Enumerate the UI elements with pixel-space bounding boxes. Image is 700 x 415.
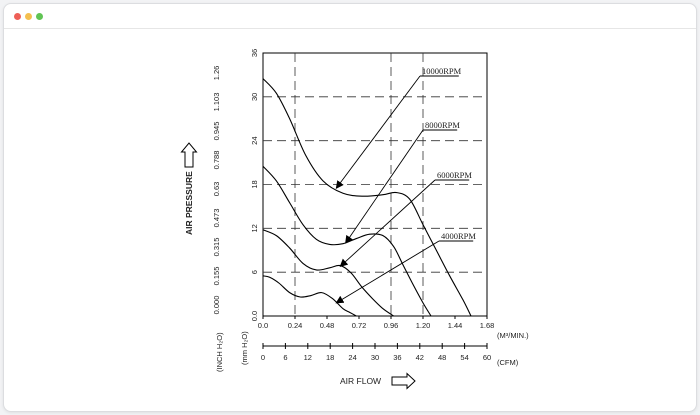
y-tick-label: 18 [250, 180, 259, 188]
y-tick-label-inch: 0.788 [212, 151, 221, 170]
y-tick-label: 24 [250, 136, 259, 144]
x-axis-label: AIR FLOW [340, 376, 381, 386]
y-tick-label-inch: 0.155 [212, 267, 221, 286]
x-tick-label: 0.24 [288, 321, 303, 330]
series-label-10000rpm: 10000RPM [422, 66, 462, 76]
cfm-tick-label: 54 [460, 353, 468, 362]
x-tick-label: 1.68 [480, 321, 495, 330]
cfm-tick-label: 0 [261, 353, 265, 362]
series-label-4000rpm: 4000RPM [441, 231, 476, 241]
y-tick-label-inch: 1.103 [212, 93, 221, 112]
y-tick-label: 6 [250, 270, 259, 274]
x-tick-label: 0.0 [258, 321, 268, 330]
pointer-arrow [335, 75, 421, 189]
cfm-tick-label: 18 [326, 353, 334, 362]
y-tick-label-inch: 0.000 [212, 296, 221, 315]
pointer-arrow [345, 129, 424, 244]
browser-window [3, 3, 697, 412]
y-unit-mmh2o: (mm H₂O) [240, 331, 249, 365]
x-tick-label: 0.72 [352, 321, 367, 330]
y-tick-label-inch: 0.473 [212, 209, 221, 228]
x-tick-label: 1.44 [448, 321, 463, 330]
x-unit-m3min: (M³/MIN.) [497, 331, 529, 340]
cfm-tick-label: 42 [416, 353, 424, 362]
x-tick-label: 1.20 [416, 321, 431, 330]
pointer-arrow [335, 240, 440, 304]
cfm-tick-label: 60 [483, 353, 491, 362]
y-tick-label-inch: 0.945 [212, 122, 221, 141]
minimize-window-icon[interactable] [25, 13, 32, 20]
y-tick-label-inch: 1.26 [212, 66, 221, 81]
series-line-10000rpm [262, 78, 472, 317]
series-label-8000rpm: 8000RPM [425, 120, 460, 130]
y-tick-label: 0.0 [250, 311, 259, 321]
y-tick-label: 36 [250, 49, 259, 57]
y-axis-label: AIR PRESSURE [184, 171, 194, 235]
y-tick-label-inch: 0.63 [212, 182, 221, 197]
x-tick-label: 0.96 [384, 321, 399, 330]
y-unit-inchh2o: (INCH H₂O) [215, 332, 224, 372]
y-tick-label-inch: 0.315 [212, 238, 221, 257]
x-tick-label: 0.48 [320, 321, 335, 330]
cfm-tick-label: 48 [438, 353, 446, 362]
x-unit-cfm: (CFM) [497, 358, 519, 367]
y-tick-label: 12 [250, 224, 259, 232]
title-bar [4, 4, 696, 29]
series-label-6000rpm: 6000RPM [437, 170, 472, 180]
pointer-arrow [339, 179, 436, 267]
air-flow-arrow-icon [391, 372, 416, 390]
cfm-tick-label: 6 [283, 353, 287, 362]
series-line-8000rpm [262, 165, 432, 317]
cfm-tick-label: 36 [393, 353, 401, 362]
cfm-tick-label: 12 [304, 353, 312, 362]
maximize-window-icon[interactable] [36, 13, 43, 20]
cfm-tick-label: 30 [371, 353, 379, 362]
air-pressure-arrow-icon [180, 142, 198, 168]
series-line-6000rpm [262, 229, 394, 317]
series-line-4000rpm [262, 275, 357, 317]
cfm-tick-label: 24 [348, 353, 356, 362]
close-window-icon[interactable] [14, 13, 21, 20]
y-tick-label: 30 [250, 93, 259, 101]
